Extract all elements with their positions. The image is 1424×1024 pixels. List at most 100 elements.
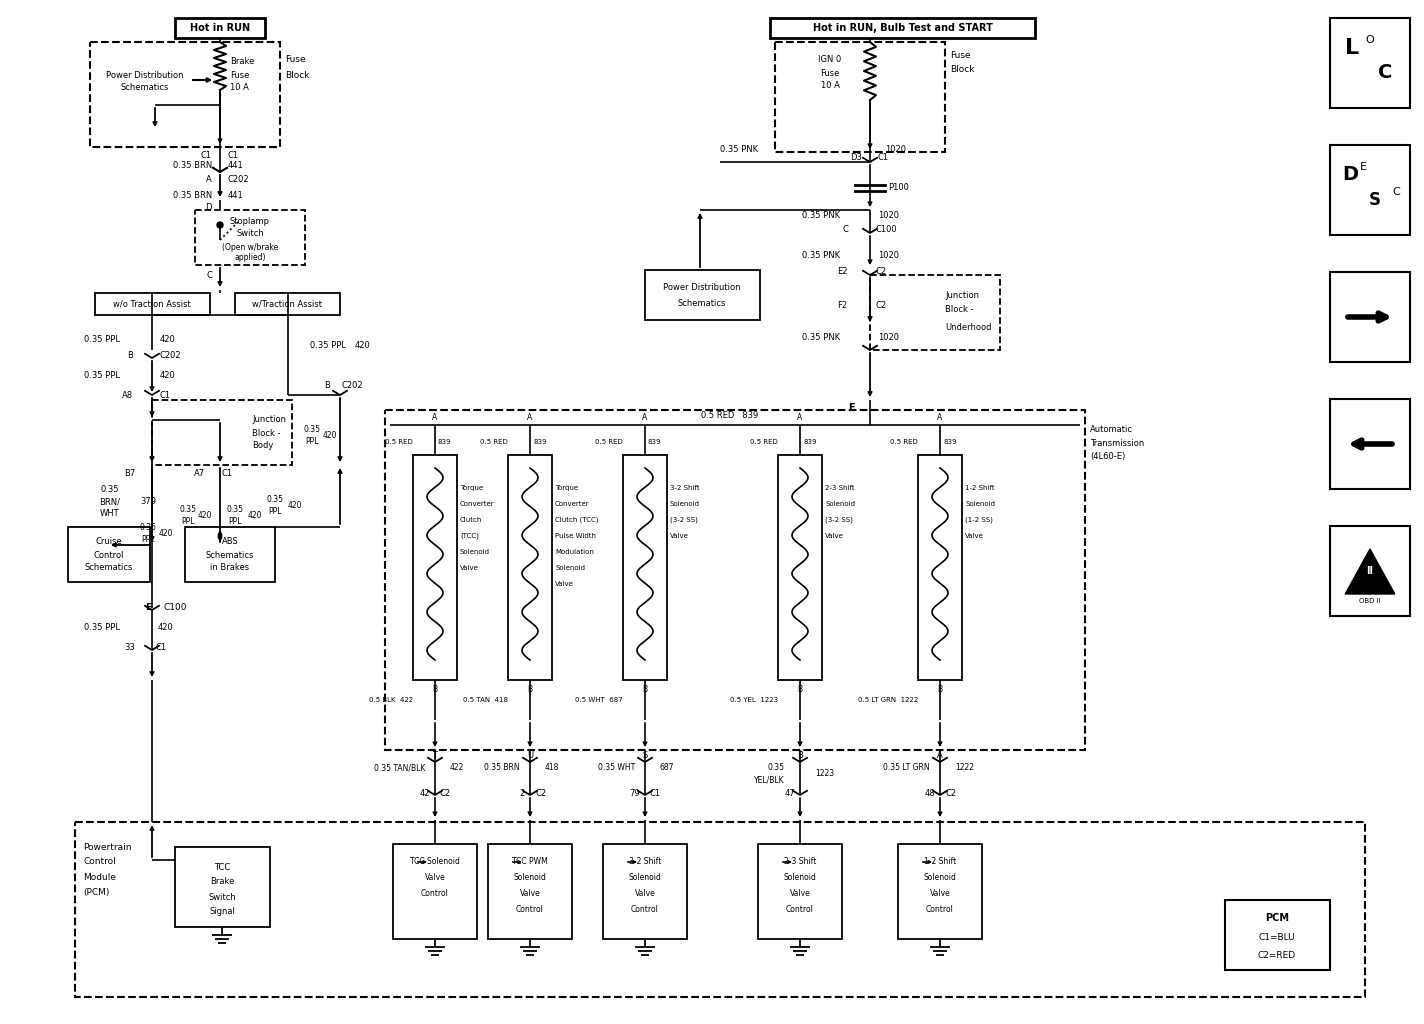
Text: Fuse: Fuse [820, 69, 840, 78]
Bar [195, 210, 305, 265]
Text: 422: 422 [450, 764, 464, 772]
Text: 1223: 1223 [815, 769, 834, 778]
Text: Valve: Valve [555, 581, 574, 587]
Text: 0.5 RED: 0.5 RED [750, 439, 778, 445]
Text: Block -: Block - [946, 305, 974, 314]
Text: A7: A7 [194, 469, 205, 477]
Text: D3: D3 [850, 154, 862, 163]
Text: U: U [527, 751, 533, 760]
Text: w/o Traction Assist: w/o Traction Assist [112, 299, 191, 308]
Text: Power Distribution: Power Distribution [107, 71, 184, 80]
Text: Converter: Converter [555, 501, 590, 507]
Text: C: C [1393, 187, 1400, 197]
Text: 2: 2 [520, 788, 525, 798]
Text: 420: 420 [158, 624, 174, 633]
Text: Fuse: Fuse [285, 55, 306, 65]
Text: PPL: PPL [305, 437, 319, 446]
Text: Pulse Width: Pulse Width [555, 534, 597, 539]
Text: Schematics: Schematics [121, 84, 169, 92]
Text: YEL/BLK: YEL/BLK [755, 775, 785, 784]
Text: 379: 379 [140, 498, 157, 507]
Text: Solenoid: Solenoid [628, 873, 661, 883]
Text: L: L [1346, 38, 1358, 58]
Text: Valve: Valve [671, 534, 689, 539]
Text: 0.35 PPL: 0.35 PPL [84, 371, 120, 380]
Text: A: A [206, 175, 212, 184]
Text: Control: Control [786, 905, 815, 914]
Bar [384, 410, 1085, 750]
Text: Converter: Converter [460, 501, 494, 507]
Text: C1: C1 [159, 390, 171, 399]
Bar [770, 18, 1035, 38]
Text: Transmission: Transmission [1089, 438, 1145, 447]
Text: C1: C1 [228, 151, 239, 160]
Text: 0.35 PPL: 0.35 PPL [84, 624, 120, 633]
Text: Valve: Valve [635, 890, 655, 898]
Text: 0.35: 0.35 [101, 485, 120, 495]
Text: Brake: Brake [209, 878, 234, 887]
Text: 33: 33 [124, 643, 135, 652]
Bar [175, 18, 265, 38]
Text: Solenoid: Solenoid [824, 501, 854, 507]
Text: C2: C2 [440, 788, 451, 798]
Text: C1=BLU: C1=BLU [1259, 934, 1296, 942]
Text: PPL: PPL [181, 517, 195, 526]
Text: TCC PWM: TCC PWM [513, 857, 548, 866]
Bar [899, 844, 983, 939]
Text: C202: C202 [159, 350, 182, 359]
Text: 687: 687 [659, 764, 675, 772]
Text: Control: Control [94, 551, 124, 559]
Text: E: E [145, 603, 151, 612]
Text: Power Distribution: Power Distribution [664, 284, 740, 293]
Text: PPL: PPL [141, 535, 155, 544]
Text: (1-2 SS): (1-2 SS) [965, 517, 993, 523]
Text: Switch: Switch [236, 229, 263, 239]
Text: 0.35: 0.35 [179, 506, 197, 514]
Text: Solenoid: Solenoid [460, 549, 490, 555]
Text: (Open w/brake: (Open w/brake [222, 243, 278, 252]
Text: applied): applied) [235, 254, 266, 262]
Text: 10 A: 10 A [231, 84, 249, 92]
Text: Torque: Torque [460, 485, 483, 490]
Text: Hot in RUN: Hot in RUN [189, 23, 251, 33]
Text: A: A [642, 413, 648, 422]
Text: A8: A8 [122, 390, 132, 399]
Text: P100: P100 [889, 183, 909, 193]
Text: Automatic: Automatic [1089, 426, 1134, 434]
Text: B: B [797, 685, 803, 694]
Text: 0.5 RED: 0.5 RED [595, 439, 624, 445]
Text: 1222: 1222 [956, 764, 974, 772]
Text: C2: C2 [946, 788, 956, 798]
Text: C1: C1 [222, 469, 234, 477]
Text: 420: 420 [248, 512, 262, 520]
Text: 839: 839 [648, 439, 662, 445]
Bar [1330, 399, 1410, 489]
Text: 1-2 Shift: 1-2 Shift [965, 485, 994, 490]
Text: F2: F2 [837, 300, 847, 309]
Text: Junction: Junction [252, 416, 286, 425]
Text: B7: B7 [124, 469, 135, 477]
Polygon shape [1346, 549, 1394, 594]
Text: 1020: 1020 [879, 251, 899, 259]
Bar [95, 293, 209, 315]
Text: A: A [797, 413, 803, 422]
Text: A: A [937, 413, 943, 422]
Text: 42: 42 [420, 788, 430, 798]
Text: 0.5 TAN  418: 0.5 TAN 418 [463, 697, 508, 703]
Text: 0.35 PNK: 0.35 PNK [802, 211, 840, 219]
Text: Block: Block [950, 66, 974, 75]
Text: D: D [1341, 166, 1358, 184]
Text: Control: Control [926, 905, 954, 914]
Bar [508, 455, 553, 680]
Text: 0.35 BRN: 0.35 BRN [172, 190, 212, 200]
Text: 1020: 1020 [884, 145, 906, 155]
Text: 418: 418 [545, 764, 560, 772]
Text: WHT: WHT [100, 510, 120, 518]
Text: 1020: 1020 [879, 334, 899, 342]
Bar [775, 42, 946, 152]
Text: Valve: Valve [965, 534, 984, 539]
Text: Solenoid: Solenoid [924, 873, 957, 883]
Text: 0.5 RED: 0.5 RED [386, 439, 413, 445]
Text: 3-2 Shift: 3-2 Shift [629, 857, 661, 866]
Text: B: B [937, 685, 943, 694]
